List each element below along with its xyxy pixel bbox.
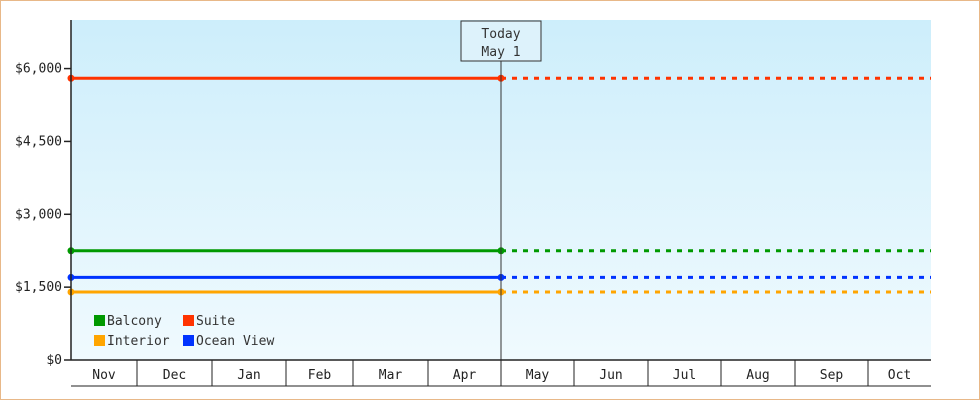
legend-swatch bbox=[94, 335, 105, 346]
legend-swatch bbox=[183, 335, 194, 346]
y-tick-label: $0 bbox=[46, 353, 62, 368]
today-date: May 1 bbox=[481, 45, 520, 60]
series-layer bbox=[67, 74, 931, 296]
legend-label: Balcony bbox=[107, 314, 162, 329]
legend-swatch bbox=[183, 315, 194, 326]
y-tick-label: $4,500 bbox=[15, 134, 62, 149]
today-box bbox=[460, 20, 542, 62]
month-label-dec: Dec bbox=[163, 368, 186, 383]
today-label: Today bbox=[481, 27, 520, 42]
legend-label: Interior bbox=[107, 334, 170, 349]
legend: Balcony Suite Interior Ocean View bbox=[94, 314, 274, 349]
month-label-jul: Jul bbox=[673, 368, 696, 383]
legend-swatch bbox=[94, 315, 105, 326]
y-axis: $0 $1,500 $3,000 $4,500 $6,000 bbox=[15, 20, 72, 368]
month-label-jun: Jun bbox=[599, 368, 622, 383]
legend-item-ocean-view: Ocean View bbox=[183, 334, 274, 349]
month-label-oct: Oct bbox=[888, 368, 911, 383]
month-label-apr: Apr bbox=[453, 368, 477, 383]
legend-item-balcony: Balcony bbox=[94, 314, 162, 329]
month-label-sep: Sep bbox=[820, 368, 844, 383]
y-tick-label: $1,500 bbox=[15, 280, 62, 295]
x-axis: Nov Dec Jan Feb Mar Apr May Jun Jul Aug Sep Oct bbox=[71, 359, 931, 387]
month-label-may: May bbox=[526, 368, 550, 383]
month-label-aug: Aug bbox=[746, 368, 769, 383]
month-label-nov: Nov bbox=[92, 368, 116, 383]
month-label-mar: Mar bbox=[379, 368, 403, 383]
legend-label: Suite bbox=[196, 314, 235, 329]
month-label-feb: Feb bbox=[308, 368, 332, 383]
legend-item-interior: Interior bbox=[94, 334, 170, 349]
today-marker: Today May 1 bbox=[460, 20, 542, 360]
month-label-jan: Jan bbox=[237, 368, 260, 383]
y-tick-label: $3,000 bbox=[15, 207, 62, 222]
legend-label: Ocean View bbox=[196, 334, 274, 349]
legend-item-suite: Suite bbox=[183, 314, 235, 329]
y-tick-label: $6,000 bbox=[15, 62, 62, 77]
